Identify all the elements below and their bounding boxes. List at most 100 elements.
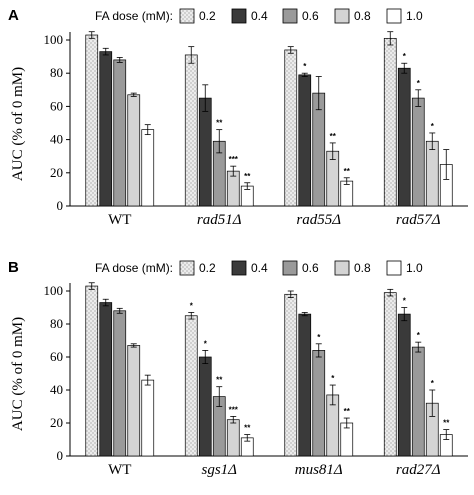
legend-swatch xyxy=(386,8,402,24)
category-label: rad57Δ xyxy=(396,212,441,228)
panel-letter: A xyxy=(8,7,19,24)
category-label: mus81Δ xyxy=(295,462,343,478)
y-tick-label: 60 xyxy=(50,98,63,113)
legend-swatch xyxy=(386,260,402,276)
legend-label: 0.2 xyxy=(199,261,216,275)
bar xyxy=(113,310,127,457)
significance-label: * xyxy=(190,301,194,310)
bar xyxy=(99,51,113,207)
panel-b: B FA dose (mM): 0.2 0.4 0.6 0.8 1.0 AUC (% o… xyxy=(8,259,468,478)
significance-label: ** xyxy=(244,172,251,181)
significance-label: * xyxy=(431,122,435,131)
category-label: rad51Δ xyxy=(197,212,242,228)
y-tick-label: 20 xyxy=(50,415,63,430)
bar xyxy=(184,54,198,207)
panel-letter: B xyxy=(8,259,19,276)
legend-swatch xyxy=(179,8,195,24)
significance-label: *** xyxy=(229,405,239,414)
legend-label: 0.4 xyxy=(251,261,268,275)
bar xyxy=(312,350,326,457)
significance-label: ** xyxy=(344,167,351,176)
bar xyxy=(383,292,397,457)
legend-swatch xyxy=(282,260,298,276)
significance-label: ** xyxy=(344,407,351,416)
significance-label: ** xyxy=(330,132,337,141)
bar xyxy=(99,302,113,457)
legend-swatch xyxy=(179,260,195,276)
y-tick-label: 20 xyxy=(50,165,63,180)
significance-label: *** xyxy=(229,155,239,164)
legend: 0.2 0.4 0.6 0.8 1.0 xyxy=(179,260,423,276)
legend-label: 0.8 xyxy=(354,9,371,23)
significance-label: ** xyxy=(244,424,251,433)
bar xyxy=(383,37,397,207)
bar xyxy=(127,345,141,457)
bar xyxy=(298,313,312,457)
bar xyxy=(411,97,425,207)
significance-label: * xyxy=(403,297,407,306)
legend-label: 0.6 xyxy=(302,261,319,275)
significance-label: ** xyxy=(216,119,223,128)
legend-swatch xyxy=(334,8,350,24)
category-label: sgs1Δ xyxy=(202,462,238,478)
legend-swatch xyxy=(231,260,247,276)
y-tick-label: 80 xyxy=(50,65,63,80)
bar xyxy=(141,379,155,457)
bar xyxy=(198,356,212,457)
bar xyxy=(425,140,439,207)
legend-label: 0.2 xyxy=(199,9,216,23)
category-label: WT xyxy=(108,212,131,228)
significance-label: * xyxy=(317,333,321,342)
category-label: rad27Δ xyxy=(396,462,441,478)
y-tick-label: 0 xyxy=(57,448,64,463)
bar xyxy=(411,346,425,457)
significance-label: * xyxy=(204,339,208,348)
legend-swatch xyxy=(282,8,298,24)
category-label: rad55Δ xyxy=(296,212,341,228)
legend-label: 0.8 xyxy=(354,261,371,275)
significance-label: ** xyxy=(443,419,450,428)
bar xyxy=(198,97,212,207)
y-tick-label: 60 xyxy=(50,349,63,364)
legend-label: 1.0 xyxy=(406,9,423,23)
y-axis-label: AUC (% of 0 mM) xyxy=(10,67,26,181)
bar xyxy=(85,285,99,457)
legend-label: 0.6 xyxy=(302,9,319,23)
y-tick-label: 100 xyxy=(44,283,64,298)
legend-title: FA dose (mM): xyxy=(95,261,173,275)
bar xyxy=(127,94,141,207)
legend-title: FA dose (mM): xyxy=(95,9,173,23)
y-tick-label: 0 xyxy=(57,198,64,213)
y-tick-label: 80 xyxy=(50,316,63,331)
bar xyxy=(298,74,312,207)
y-tick-label: 40 xyxy=(50,382,63,397)
significance-label: * xyxy=(331,374,335,383)
bar xyxy=(141,129,155,207)
legend-swatch xyxy=(334,260,350,276)
bar xyxy=(284,49,298,207)
significance-label: * xyxy=(417,331,421,340)
bar xyxy=(226,419,240,457)
significance-label: ** xyxy=(216,376,223,385)
legend-label: 0.4 xyxy=(251,9,268,23)
y-tick-label: 100 xyxy=(44,32,64,47)
legend-label: 1.0 xyxy=(406,261,423,275)
significance-label: * xyxy=(417,79,421,88)
y-tick-label: 40 xyxy=(50,132,63,147)
significance-label: * xyxy=(403,52,407,61)
category-label: WT xyxy=(108,462,131,478)
bar xyxy=(85,34,99,207)
bar xyxy=(184,315,198,457)
bar xyxy=(397,313,411,457)
panel-a: A FA dose (mM): 0.2 0.4 0.6 0.8 1.0 AUC (% o… xyxy=(8,7,468,228)
significance-label: * xyxy=(303,62,307,71)
bar xyxy=(284,293,298,457)
bar xyxy=(340,180,354,207)
bar xyxy=(397,67,411,207)
bar xyxy=(113,59,127,207)
legend: 0.2 0.4 0.6 0.8 1.0 xyxy=(179,8,423,24)
y-axis-label: AUC (% of 0 mM) xyxy=(10,317,26,431)
legend-swatch xyxy=(231,8,247,24)
